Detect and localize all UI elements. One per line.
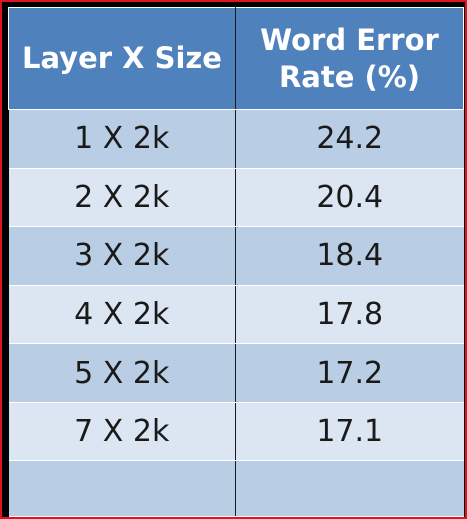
word-error-rate-cell: 17.1 bbox=[235, 401, 464, 462]
word-error-rate-cell: 20.4 bbox=[235, 167, 464, 228]
empty-table-row bbox=[8, 460, 464, 517]
table-header-row: Layer X Size Word Error Rate (%) bbox=[8, 7, 464, 110]
empty-cell bbox=[8, 460, 236, 517]
column-header-wer-line-2: Rate (%) bbox=[278, 59, 421, 94]
column-header-layer-size: Layer X Size bbox=[8, 7, 236, 110]
column-header-wer-line-1: Word Error bbox=[260, 22, 439, 57]
layer-size-cell: 1 X 2k bbox=[8, 109, 236, 169]
word-error-rate-cell: 24.2 bbox=[235, 109, 464, 169]
column-header-layer-size-label: Layer X Size bbox=[22, 41, 222, 75]
table-row: 4 X 2k 17.8 bbox=[8, 284, 464, 345]
table-row: 5 X 2k 17.2 bbox=[8, 343, 464, 403]
table-row: 7 X 2k 17.1 bbox=[8, 401, 464, 462]
word-error-rate-cell: 17.2 bbox=[235, 343, 464, 403]
table-row: 3 X 2k 18.4 bbox=[8, 226, 464, 286]
layer-size-cell: 7 X 2k bbox=[8, 401, 236, 462]
word-error-rate-cell: 18.4 bbox=[235, 226, 464, 286]
word-error-rate-cell: 17.8 bbox=[235, 284, 464, 345]
layer-size-cell: 2 X 2k bbox=[8, 167, 236, 228]
layer-size-cell: 5 X 2k bbox=[8, 343, 236, 403]
table-row: 1 X 2k 24.2 bbox=[8, 109, 464, 169]
word-error-rate-table: Layer X Size Word Error Rate (%) 1 X 2k … bbox=[8, 7, 464, 517]
table-row: 2 X 2k 20.4 bbox=[8, 167, 464, 228]
empty-cell bbox=[235, 460, 464, 517]
column-header-word-error-rate: Word Error Rate (%) bbox=[235, 7, 464, 110]
layer-size-cell: 3 X 2k bbox=[8, 226, 236, 286]
layer-size-cell: 4 X 2k bbox=[8, 284, 236, 345]
